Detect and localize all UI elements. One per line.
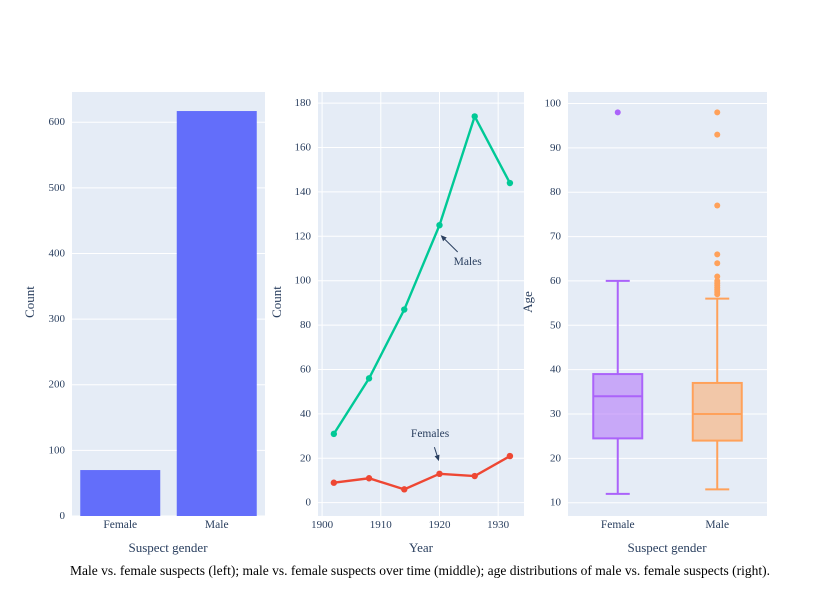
y-tick-label: 600 <box>49 116 66 128</box>
x-tick-label: 1930 <box>487 519 510 531</box>
y-tick-label: 140 <box>295 186 312 198</box>
y-tick-label: 20 <box>300 452 312 464</box>
x-tick-label: Male <box>705 519 729 531</box>
y-tick-label: 100 <box>295 275 312 287</box>
y-tick-label: 50 <box>550 319 562 331</box>
point-females[interactable] <box>436 470 443 478</box>
outlier-point[interactable] <box>714 277 721 284</box>
outlier-point[interactable] <box>714 251 721 258</box>
point-females[interactable] <box>365 475 373 482</box>
annotation-arrow <box>443 237 459 253</box>
outlier-point[interactable] <box>714 202 721 209</box>
y-tick-label: 80 <box>550 186 562 198</box>
annotation-label: Females <box>411 428 450 440</box>
middle-x-axis-title: Year <box>409 540 433 555</box>
box-male[interactable] <box>691 109 743 491</box>
y-tick-label: 180 <box>295 97 312 109</box>
y-tick-label: 60 <box>300 363 312 375</box>
figure-caption: Male vs. female suspects (left); male vs… <box>70 563 770 578</box>
y-tick-label: 0 <box>60 510 66 522</box>
left-y-axis-title: Count <box>22 286 37 318</box>
left-x-axis-title: Suspect gender <box>128 540 208 555</box>
x-tick-label: Female <box>103 519 137 531</box>
y-tick-label: 60 <box>550 275 562 287</box>
y-tick-label: 70 <box>550 231 562 243</box>
y-tick-label: 100 <box>49 444 66 456</box>
point-males[interactable] <box>436 221 443 229</box>
outlier-point[interactable] <box>614 109 621 116</box>
y-tick-label: 400 <box>49 247 66 259</box>
y-tick-label: 100 <box>545 98 562 110</box>
point-males[interactable] <box>506 179 514 187</box>
point-males[interactable] <box>401 306 408 313</box>
x-tick-label: 1910 <box>370 519 393 531</box>
y-tick-label: 0 <box>306 497 312 509</box>
y-tick-label: 40 <box>300 408 312 420</box>
annotation-label: Males <box>454 256 483 268</box>
point-males[interactable] <box>330 430 338 438</box>
plot-background <box>568 92 767 516</box>
box-body <box>691 381 743 442</box>
x-tick-label: 1920 <box>428 519 451 531</box>
line-males <box>332 113 511 435</box>
y-tick-label: 300 <box>49 313 66 325</box>
x-tick-label: Male <box>205 519 229 531</box>
y-tick-label: 80 <box>300 319 312 331</box>
box-chart-svg[interactable]: 10 20 30 40 50 60 70 80 90 100 Female Male <box>520 80 840 560</box>
point-females[interactable] <box>506 452 514 460</box>
box-body <box>592 373 644 440</box>
annotation-arrowhead <box>440 235 447 242</box>
bar-chart-svg[interactable]: 0 100 200 300 400 500 600 Female Male <box>0 80 290 560</box>
outlier-point[interactable] <box>714 131 721 138</box>
y-tick-label: 10 <box>550 497 562 509</box>
y-tick-label: 40 <box>550 364 562 376</box>
point-females[interactable] <box>330 479 338 486</box>
outlier-point[interactable] <box>714 273 721 280</box>
plot-background <box>318 92 524 516</box>
box-female[interactable] <box>592 109 644 495</box>
outlier-point[interactable] <box>714 260 721 267</box>
y-tick-label: 200 <box>49 379 66 391</box>
x-tick-label: Female <box>601 519 635 531</box>
point-females[interactable] <box>471 472 478 480</box>
bar-male[interactable] <box>176 111 257 516</box>
bar-female[interactable] <box>80 470 161 516</box>
right-y-axis-title: Age <box>520 291 535 313</box>
y-tick-label: 160 <box>295 141 312 153</box>
line-females <box>333 455 511 491</box>
y-tick-label: 30 <box>550 408 562 420</box>
point-males[interactable] <box>365 375 373 382</box>
middle-y-axis-title: Count <box>269 286 284 318</box>
y-tick-label: 90 <box>550 142 562 154</box>
right-x-axis-title: Suspect gender <box>627 540 707 555</box>
point-females[interactable] <box>401 486 408 493</box>
annotation-arrowhead <box>434 454 440 462</box>
outlier-point[interactable] <box>714 109 721 116</box>
x-tick-label: 1900 <box>311 519 334 531</box>
y-tick-label: 500 <box>49 182 66 194</box>
y-tick-label: 120 <box>295 230 312 242</box>
y-tick-label: 20 <box>550 452 562 464</box>
line-chart-svg[interactable]: 0 20 40 60 80 100 120 140 160 180 1900 1910 1920 1930… <box>270 80 540 560</box>
point-males[interactable] <box>471 113 478 120</box>
